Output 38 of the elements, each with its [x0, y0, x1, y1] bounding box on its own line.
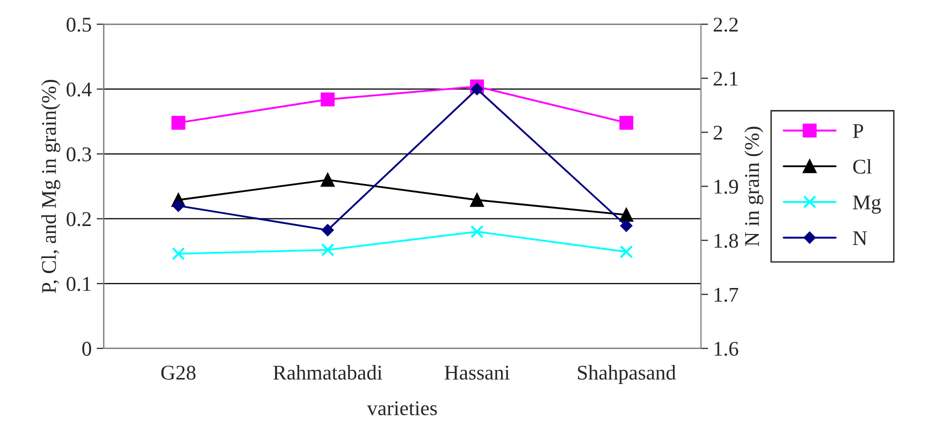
y-tick-label: 0.2: [66, 212, 91, 226]
y2-tick-label: 2: [714, 126, 722, 140]
point: [320, 172, 335, 187]
y-tick-label: 0: [82, 342, 92, 356]
legend-label: Cl: [853, 159, 872, 174]
x-tick-label: Shahpasand: [578, 365, 676, 384]
point: [172, 200, 184, 212]
y-tick-label: 0.3: [66, 147, 92, 162]
y2-tick-label: 2.1: [714, 72, 738, 86]
point: [321, 243, 334, 256]
point: [619, 208, 634, 222]
point: [171, 116, 186, 130]
legend-label: P: [852, 124, 864, 138]
point: [470, 225, 484, 238]
x-tick-label: Rahmatabadi: [273, 365, 382, 380]
point: [470, 192, 484, 207]
point: [620, 245, 633, 258]
y2-tick-label: 2.2: [714, 18, 738, 32]
x-tick-label: Hassani: [444, 366, 510, 380]
y-axis-title: P, Cl, and Mg in grain(%): [41, 80, 60, 294]
point: [322, 224, 334, 236]
y-tick-label: 0.1: [66, 276, 91, 292]
y2-tick-label: 1.9: [714, 180, 738, 194]
y2-tick-label: 1.6: [714, 342, 738, 356]
point: [320, 92, 335, 106]
legend-label: N: [852, 231, 867, 245]
point: [172, 247, 185, 260]
point: [470, 82, 484, 96]
y-tick-label: 0.4: [66, 82, 92, 97]
legend-label: Mg: [852, 196, 881, 214]
y2-axis-title: N in grain (%): [744, 126, 764, 246]
x-tick-label: G28: [161, 366, 196, 380]
x-axis-title: varieties: [367, 401, 437, 416]
y2-tick-label: 1.8: [714, 234, 738, 248]
y-tick-label: 0.5: [66, 18, 92, 32]
y2-tick-label: 1.7: [714, 288, 738, 302]
point: [620, 220, 632, 232]
point: [619, 116, 634, 130]
